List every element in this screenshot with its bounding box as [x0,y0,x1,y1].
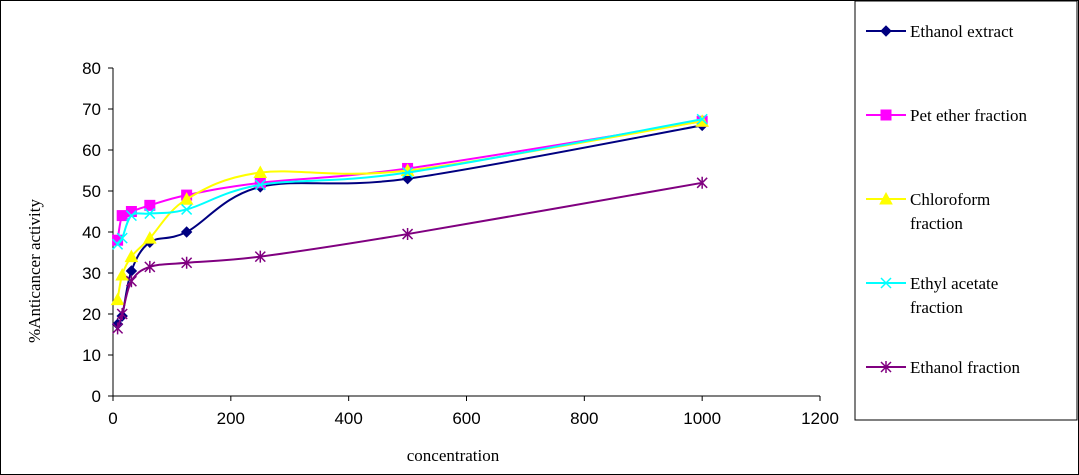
data-point [401,172,414,185]
y-tick-label: 10 [82,346,101,365]
data-point [880,109,892,121]
y-tick-label: 20 [82,305,101,324]
x-tick-label: 400 [334,409,362,428]
legend-item: Pet ether fraction [866,106,1028,125]
data-point [116,210,128,222]
legend: Ethanol extract Pet ether fraction Chlorof… [866,22,1028,377]
y-tick-label: 0 [92,387,101,406]
x-tick-label: 1200 [801,409,839,428]
data-point [116,232,128,244]
x-tick-label: 800 [570,409,598,428]
data-point [124,249,139,263]
x-axis-title: concentration [407,446,500,465]
legend-label: Ethanol fraction [910,358,1020,377]
legend-item: Ethanol fraction [866,358,1020,377]
legend-label: Chloroform [910,190,990,209]
data-point [110,292,125,306]
data-point [880,361,892,373]
legend-label: fraction [910,214,963,233]
data-point [112,322,124,335]
x-tick-label: 600 [452,409,480,428]
data-point [879,191,893,205]
series-line [116,181,703,329]
data-point [880,25,892,37]
data-point [112,238,124,250]
y-tick-label: 60 [82,141,101,160]
data-point [696,176,708,189]
data-point [181,256,193,269]
x-tick-label: 0 [108,409,117,428]
data-point [254,179,266,191]
y-tick-label: 80 [82,59,101,78]
data-point [144,260,156,273]
data-point [254,250,266,263]
legend-item: Ethanol extract [866,22,1014,41]
data-point [696,113,708,125]
data-point [144,199,156,211]
x-tick-label: 1000 [683,409,721,428]
series-line [116,118,703,245]
data-point [144,208,156,220]
data-point [125,210,137,222]
data-point [180,226,193,238]
legend-label: Ethanol extract [910,22,1014,41]
data-point [179,192,194,205]
x-tick-label: 200 [217,409,245,428]
data-point [402,167,414,179]
y-tick-label: 70 [82,100,101,119]
y-tick-label: 40 [82,223,101,242]
series-layer [110,113,710,335]
series-4 [112,113,708,250]
plot-area [113,68,820,396]
y-axis-title: %Anticancer activity [25,199,44,343]
legend-label: fraction [910,298,963,317]
series-5 [112,176,708,335]
data-point [880,277,892,289]
data-point [125,275,137,288]
data-point [115,268,130,281]
data-point [402,228,414,241]
legend-item: Chloroform fraction [866,190,990,233]
y-tick-label: 50 [82,182,101,201]
legend-label: Ethyl acetate [910,274,998,293]
legend-box [854,0,1078,421]
y-tick-label: 30 [82,264,101,283]
legend-label: Pet ether fraction [910,106,1028,125]
legend-item: Ethyl acetate fraction [866,274,998,317]
data-point [116,308,128,320]
data-point [253,165,268,179]
data-point [142,231,157,244]
data-point [181,203,193,215]
